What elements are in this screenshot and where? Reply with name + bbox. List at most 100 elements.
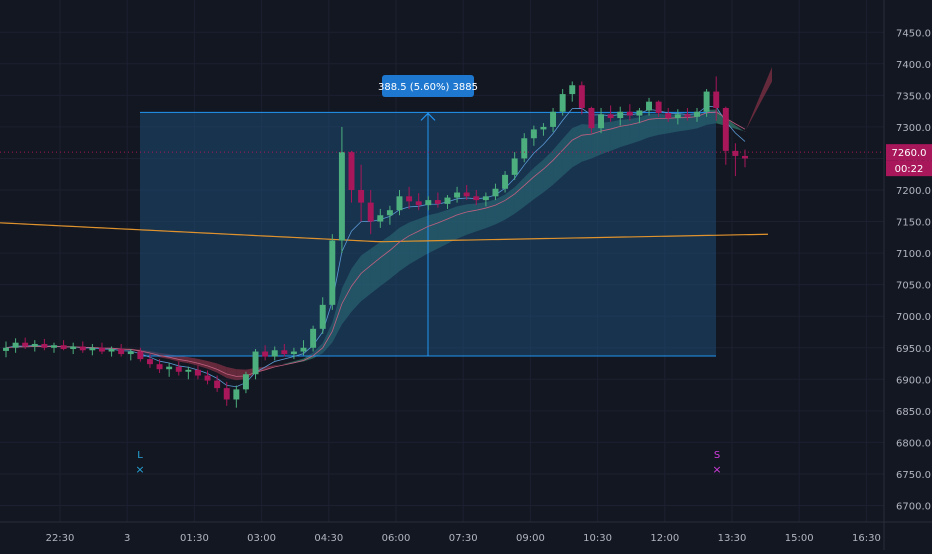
candle-body [675, 114, 681, 118]
candle-body [694, 112, 700, 117]
y-tick-label: 7050.0 [896, 281, 931, 292]
candle-body [301, 348, 307, 352]
y-tick-label: 7200.0 [896, 186, 931, 197]
candle-body [176, 367, 182, 372]
measure-label: 388.5 (5.60%) 3885 [378, 82, 478, 93]
candle-body [598, 114, 604, 128]
candle-body [51, 345, 57, 348]
x-tick-label: 01:30 [180, 533, 209, 544]
candle-body [483, 196, 489, 200]
candle-body [349, 152, 355, 190]
candle-body [502, 175, 508, 189]
y-tick-label: 6800.0 [896, 438, 931, 449]
candle-body [13, 343, 19, 348]
candle-body [166, 367, 172, 370]
candle-body [310, 329, 316, 348]
candle-body [454, 193, 460, 198]
candle-body [464, 193, 470, 197]
short-signal-letter: S [714, 450, 720, 461]
y-tick-label: 7400.0 [896, 60, 931, 71]
x-tick-label: 06:00 [382, 533, 411, 544]
y-tick-label: 6950.0 [896, 344, 931, 355]
candle-body [377, 215, 383, 221]
candle-body [22, 343, 28, 347]
candle-body [243, 374, 249, 389]
candle-body [61, 345, 67, 349]
candle-body [531, 129, 537, 138]
long-signal-letter: L [137, 450, 143, 461]
x-tick-label: 09:00 [516, 533, 545, 544]
y-tick-label: 7100.0 [896, 249, 931, 260]
candle-body [636, 110, 642, 115]
long-signal-cross: × [135, 463, 144, 476]
candle-body [588, 108, 594, 128]
candle-body [195, 370, 201, 376]
x-tick-label: 22:30 [46, 533, 75, 544]
candle-body [723, 108, 729, 151]
y-tick-label: 7300.0 [896, 123, 931, 134]
candle-body [253, 352, 259, 375]
candle-body [70, 346, 76, 349]
current-price-label: 7260.0 [892, 148, 927, 159]
candle-body [627, 112, 633, 116]
x-tick-label: 04:30 [314, 533, 343, 544]
candle-body [521, 138, 527, 158]
x-tick-label: 10:30 [583, 533, 612, 544]
candle-body [425, 200, 431, 205]
candle-body [665, 113, 671, 118]
candle-body [579, 85, 585, 108]
candle-body [205, 376, 211, 381]
candle-body [445, 198, 451, 204]
candle-body [550, 112, 556, 127]
candle-body [540, 127, 546, 130]
candle-body [272, 350, 278, 356]
candle-body [560, 94, 566, 112]
candle-body [41, 344, 47, 348]
candle-body [99, 348, 105, 352]
candle-body [281, 350, 287, 354]
y-tick-label: 6700.0 [896, 502, 931, 513]
y-tick-label: 7150.0 [896, 218, 931, 229]
candle-body [185, 370, 191, 372]
candle-body [80, 346, 86, 350]
candle-body [109, 349, 115, 352]
candle-body [704, 92, 710, 112]
y-tick-label: 7450.0 [896, 28, 931, 39]
candle-body [3, 348, 9, 351]
x-tick-label: 07:30 [449, 533, 478, 544]
candle-body [473, 196, 479, 200]
y-tick-label: 6900.0 [896, 375, 931, 386]
candle-body [387, 210, 393, 215]
candle-body [224, 388, 230, 399]
candle-body [214, 381, 220, 389]
cloud-segment [227, 367, 237, 380]
candle-body [157, 364, 163, 369]
candle-body [732, 151, 738, 156]
x-tick-label: 13:30 [718, 533, 747, 544]
candle-body [646, 102, 652, 111]
candle-body [291, 352, 297, 355]
candle-body [492, 189, 498, 197]
short-signal-cross: × [712, 463, 721, 476]
candle-body [358, 190, 364, 203]
candle-body [742, 156, 748, 159]
candle-body [89, 348, 95, 351]
candle-body [406, 196, 412, 201]
candle-body [617, 112, 623, 118]
candle-body [128, 352, 134, 355]
candle-body [512, 158, 518, 174]
x-tick-label: 03:00 [247, 533, 276, 544]
candle-body [262, 352, 268, 357]
x-tick-label: 15:00 [785, 533, 814, 544]
countdown-label: 00:22 [895, 164, 924, 175]
candle-body [32, 344, 38, 347]
candle-body [233, 389, 239, 399]
candle-body [713, 92, 719, 108]
candle-body [416, 201, 422, 205]
candle-body [368, 203, 374, 222]
y-tick-label: 6850.0 [896, 407, 931, 418]
candle-body [684, 114, 690, 117]
x-tick-label: 12:00 [650, 533, 679, 544]
